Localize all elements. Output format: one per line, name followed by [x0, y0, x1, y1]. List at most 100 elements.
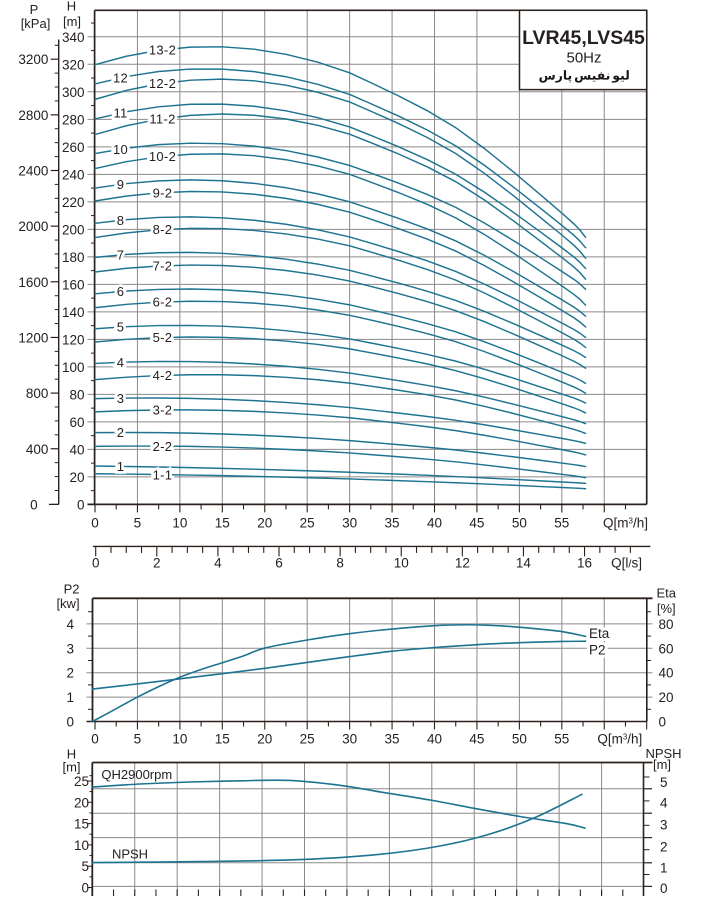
svg-text:35: 35 [385, 732, 400, 747]
svg-text:25: 25 [74, 774, 89, 789]
svg-text:0: 0 [66, 715, 74, 730]
svg-text:10: 10 [113, 142, 128, 157]
svg-text:9: 9 [117, 177, 125, 192]
svg-text:1: 1 [66, 690, 74, 705]
svg-text:2: 2 [117, 425, 125, 440]
svg-text:80: 80 [659, 617, 674, 632]
svg-text:1: 1 [117, 459, 125, 474]
svg-text:1-1: 1-1 [153, 467, 173, 482]
svg-text:0: 0 [91, 515, 99, 530]
svg-text:Q[l/s]: Q[l/s] [611, 555, 642, 570]
svg-text:1600: 1600 [18, 275, 48, 290]
svg-text:60: 60 [659, 641, 674, 656]
svg-text:3: 3 [117, 391, 125, 406]
svg-text:Eta: Eta [589, 626, 610, 641]
svg-text:13-2: 13-2 [149, 42, 176, 57]
svg-text:8: 8 [336, 555, 344, 570]
svg-text:16: 16 [577, 555, 592, 570]
svg-text:0: 0 [77, 497, 85, 512]
svg-text:Q[m3/h]: Q[m3/h] [603, 515, 648, 530]
svg-text:4: 4 [117, 355, 125, 370]
svg-text:5: 5 [134, 515, 142, 530]
svg-text:35: 35 [385, 515, 400, 530]
svg-text:3-2: 3-2 [153, 403, 173, 418]
svg-text:10: 10 [172, 732, 187, 747]
svg-text:14: 14 [516, 555, 532, 570]
svg-text:20: 20 [257, 732, 272, 747]
svg-text:45: 45 [469, 515, 484, 530]
svg-text:[kw]: [kw] [56, 596, 79, 611]
svg-text:11: 11 [113, 106, 127, 121]
svg-text:400: 400 [26, 442, 49, 457]
svg-text:25: 25 [300, 515, 315, 530]
svg-text:10: 10 [394, 555, 409, 570]
svg-text:260: 260 [62, 140, 85, 155]
svg-text:P2: P2 [64, 581, 80, 596]
svg-text:240: 240 [62, 167, 85, 182]
svg-text:3-2: 3-2 [153, 403, 173, 418]
svg-text:340: 340 [62, 30, 85, 45]
svg-text:Eta: Eta [656, 586, 676, 601]
svg-text:[m]: [m] [62, 760, 80, 775]
svg-text:[m]: [m] [653, 757, 671, 772]
svg-text:15: 15 [215, 515, 230, 530]
svg-text:10: 10 [113, 142, 128, 157]
svg-text:10-2: 10-2 [149, 149, 176, 164]
svg-text:6: 6 [117, 284, 125, 299]
svg-text:9: 9 [117, 177, 125, 192]
svg-text:P2: P2 [589, 642, 606, 657]
svg-text:5: 5 [660, 775, 668, 790]
svg-text:11-2: 11-2 [149, 111, 175, 126]
svg-text:1-1: 1-1 [153, 467, 173, 482]
svg-text:12-2: 12-2 [149, 76, 176, 91]
svg-text:15: 15 [215, 732, 230, 747]
svg-text:7-2: 7-2 [153, 258, 173, 273]
svg-text:12: 12 [113, 70, 128, 85]
svg-text:4-2: 4-2 [153, 368, 173, 383]
svg-text:40: 40 [427, 732, 442, 747]
svg-text:0: 0 [659, 715, 667, 730]
svg-text:0: 0 [30, 497, 38, 512]
svg-text:120: 120 [62, 332, 85, 347]
svg-text:5: 5 [117, 320, 125, 335]
svg-text:12: 12 [113, 70, 128, 85]
svg-text:220: 220 [62, 195, 85, 210]
svg-text:P2: P2 [589, 642, 606, 657]
svg-text:2: 2 [660, 840, 668, 855]
svg-text:8-2: 8-2 [153, 222, 173, 237]
svg-text:50Hz: 50Hz [566, 50, 601, 67]
svg-text:4: 4 [117, 355, 125, 370]
svg-text:[m]: [m] [63, 14, 81, 29]
svg-text:100: 100 [62, 360, 85, 375]
svg-text:11-2: 11-2 [149, 111, 175, 126]
svg-text:80: 80 [69, 387, 84, 402]
svg-text:3: 3 [660, 817, 668, 832]
svg-text:5: 5 [81, 859, 89, 874]
svg-text:0: 0 [91, 732, 99, 747]
svg-text:6-2: 6-2 [153, 295, 173, 310]
svg-text:2400: 2400 [18, 164, 48, 179]
svg-text:1: 1 [660, 861, 668, 876]
svg-text:0: 0 [81, 881, 89, 896]
svg-text:2-2: 2-2 [153, 439, 173, 454]
svg-text:Eta: Eta [589, 626, 610, 641]
svg-text:40: 40 [427, 515, 442, 530]
svg-text:2: 2 [153, 555, 161, 570]
svg-text:30: 30 [342, 732, 357, 747]
svg-text:3: 3 [66, 641, 74, 656]
svg-text:9-2: 9-2 [153, 185, 173, 200]
svg-text:25: 25 [300, 732, 315, 747]
svg-text:5: 5 [134, 732, 142, 747]
svg-text:1: 1 [117, 459, 125, 474]
svg-text:2: 2 [66, 666, 74, 681]
svg-text:10: 10 [172, 515, 187, 530]
svg-text:280: 280 [62, 112, 85, 127]
svg-text:200: 200 [62, 222, 85, 237]
svg-text:50: 50 [512, 732, 527, 747]
svg-text:3200: 3200 [18, 52, 48, 67]
svg-text:60: 60 [69, 415, 84, 430]
svg-text:4: 4 [214, 555, 222, 570]
svg-text:Q[m3/h]: Q[m3/h] [597, 732, 642, 747]
svg-text:45: 45 [469, 732, 484, 747]
svg-text:H: H [67, 746, 76, 761]
